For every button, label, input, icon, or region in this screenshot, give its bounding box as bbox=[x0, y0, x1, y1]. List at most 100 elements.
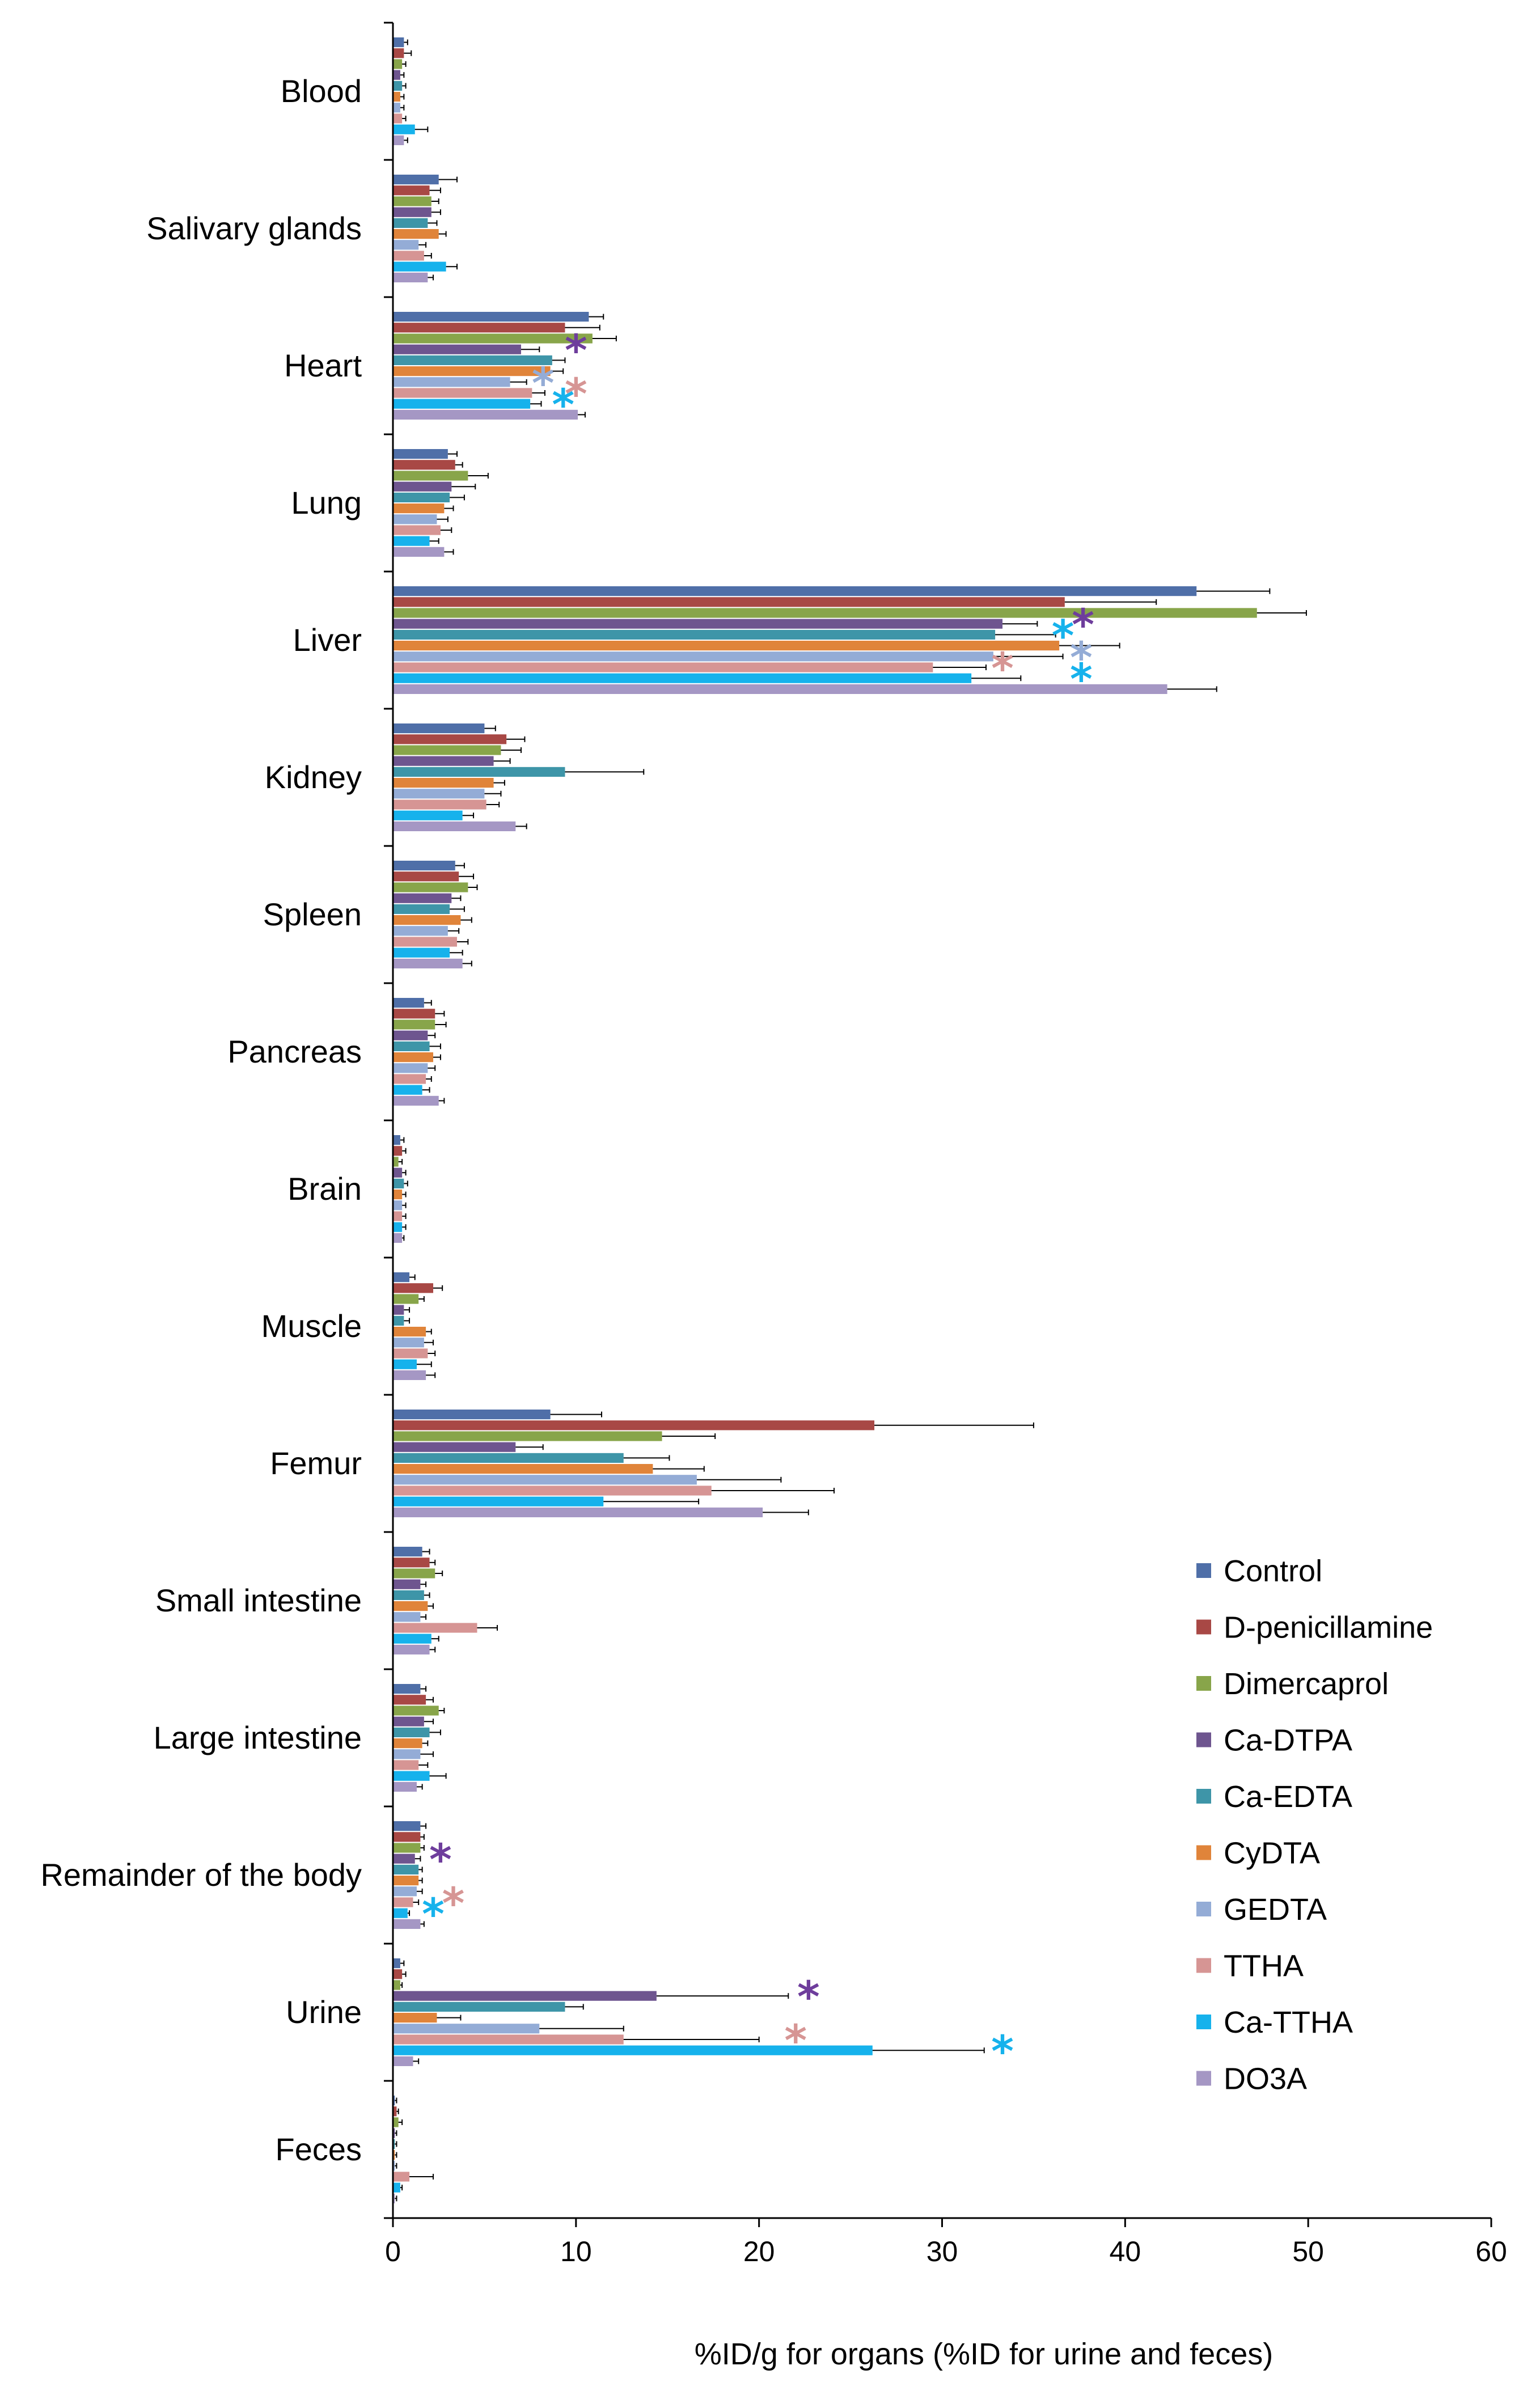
bar-urine-do3a bbox=[393, 2056, 413, 2066]
sig-star-remainder-of-the-body-ttha: * bbox=[442, 1878, 465, 1928]
bar-urine-d-penicillamine bbox=[393, 1969, 403, 1979]
category-label-small-intestine: Small intestine bbox=[155, 1582, 362, 1618]
bar-salivary-glands-ttha bbox=[393, 251, 424, 261]
bar-liver-ca-dtpa bbox=[393, 619, 1003, 629]
bar-blood-cydta bbox=[393, 92, 400, 102]
bar-small-intestine-ca-ttha bbox=[393, 1634, 431, 1644]
bar-pancreas-ttha bbox=[393, 1074, 426, 1084]
x-tick-labels-layer: 0 10 20 30 40 50 60 bbox=[385, 2236, 1507, 2267]
category-label-lung: Lung bbox=[291, 485, 362, 520]
category-label-feces: Feces bbox=[276, 2131, 362, 2167]
bar-small-intestine-ttha bbox=[393, 1623, 477, 1633]
legend-label-gedta: GEDTA bbox=[1224, 1893, 1327, 1927]
category-label-brain: Brain bbox=[287, 1171, 362, 1207]
bar-feces-cydta bbox=[393, 2150, 395, 2160]
bar-pancreas-dimercaprol bbox=[393, 1019, 435, 1030]
sig-star-liver-ca-edta: * bbox=[1052, 610, 1074, 661]
bar-remainder-of-the-body-ca-edta bbox=[393, 1864, 419, 1874]
legend-label-ca-ttha: Ca-TTHA bbox=[1224, 2005, 1353, 2039]
bar-heart-control bbox=[393, 312, 589, 322]
bar-blood-ca-dtpa bbox=[393, 70, 400, 80]
bar-kidney-dimercaprol bbox=[393, 745, 501, 755]
bar-liver-do3a bbox=[393, 684, 1167, 694]
bar-femur-gedta bbox=[393, 1475, 697, 1485]
bar-salivary-glands-ca-ttha bbox=[393, 261, 446, 272]
bar-brain-dimercaprol bbox=[393, 1157, 399, 1167]
bar-muscle-ca-ttha bbox=[393, 1359, 417, 1369]
category-labels-layer: Blood Salivary glands Heart Lung Liver Kidney… bbox=[40, 73, 362, 2167]
bar-urine-ca-dtpa bbox=[393, 1991, 657, 2001]
bar-remainder-of-the-body-ca-dtpa bbox=[393, 1853, 415, 1864]
x-tick-label-0: 0 bbox=[385, 2236, 401, 2267]
bar-brain-ca-ttha bbox=[393, 1222, 403, 1232]
bar-feces-ca-ttha bbox=[393, 2182, 400, 2193]
bar-blood-ca-edta bbox=[393, 81, 403, 91]
bar-muscle-gedta bbox=[393, 1338, 424, 1348]
bar-kidney-ca-dtpa bbox=[393, 756, 494, 766]
bar-large-intestine-dimercaprol bbox=[393, 1706, 439, 1716]
bar-lung-d-penicillamine bbox=[393, 460, 455, 470]
bar-liver-dimercaprol bbox=[393, 608, 1257, 618]
legend-swatch-ca-dtpa bbox=[1196, 1732, 1211, 1747]
bar-liver-d-penicillamine bbox=[393, 597, 1065, 607]
bar-kidney-ca-edta bbox=[393, 767, 565, 777]
bar-liver-cydta bbox=[393, 641, 1060, 651]
axes-layer bbox=[384, 22, 1492, 2227]
bar-salivary-glands-ca-edta bbox=[393, 218, 428, 228]
bar-feces-ttha bbox=[393, 2172, 410, 2182]
bar-lung-gedta bbox=[393, 514, 437, 524]
category-label-blood: Blood bbox=[281, 73, 362, 109]
bar-liver-gedta bbox=[393, 651, 993, 662]
bar-feces-d-penicillamine bbox=[393, 2106, 397, 2117]
category-label-muscle: Muscle bbox=[261, 1308, 362, 1344]
category-label-kidney: Kidney bbox=[265, 759, 362, 795]
legend-label-dimercaprol: Dimercaprol bbox=[1224, 1667, 1389, 1701]
bar-spleen-control bbox=[393, 861, 455, 871]
legend-swatch-ttha bbox=[1196, 1958, 1211, 1973]
bar-heart-cydta bbox=[393, 366, 551, 376]
bar-heart-ttha bbox=[393, 388, 532, 398]
sig-star-remainder-of-the-body-ca-ttha: * bbox=[422, 1889, 445, 1939]
category-label-urine: Urine bbox=[286, 1994, 362, 2030]
bar-remainder-of-the-body-ttha bbox=[393, 1897, 413, 1907]
sig-star-liver-ttha: * bbox=[991, 643, 1014, 693]
bar-muscle-do3a bbox=[393, 1370, 426, 1380]
bar-lung-control bbox=[393, 449, 448, 459]
sig-star-liver-ca-ttha: * bbox=[1070, 654, 1093, 704]
bar-large-intestine-d-penicillamine bbox=[393, 1695, 426, 1705]
bar-remainder-of-the-body-dimercaprol bbox=[393, 1843, 421, 1853]
bar-small-intestine-dimercaprol bbox=[393, 1568, 435, 1579]
legend-label-cydta: CyDTA bbox=[1224, 1836, 1320, 1871]
bar-urine-control bbox=[393, 1958, 400, 1969]
bar-muscle-ca-dtpa bbox=[393, 1305, 404, 1315]
bar-small-intestine-d-penicillamine bbox=[393, 1558, 430, 1568]
bar-femur-d-penicillamine bbox=[393, 1420, 875, 1431]
bar-blood-control bbox=[393, 37, 404, 48]
bar-muscle-d-penicillamine bbox=[393, 1283, 434, 1293]
bar-spleen-cydta bbox=[393, 915, 461, 925]
bar-spleen-ttha bbox=[393, 937, 457, 947]
legend-swatch-control bbox=[1196, 1563, 1211, 1578]
bar-kidney-ttha bbox=[393, 799, 486, 810]
bar-feces-control bbox=[393, 2096, 395, 2106]
bar-brain-ttha bbox=[393, 1211, 403, 1221]
bar-kidney-control bbox=[393, 723, 485, 734]
bar-lung-cydta bbox=[393, 503, 445, 514]
bar-urine-gedta bbox=[393, 2024, 540, 2034]
category-label-remainder-of-the-body: Remainder of the body bbox=[40, 1857, 362, 1893]
bar-lung-do3a bbox=[393, 547, 445, 557]
bar-large-intestine-cydta bbox=[393, 1738, 422, 1749]
bar-spleen-gedta bbox=[393, 926, 448, 936]
bar-blood-dimercaprol bbox=[393, 59, 403, 69]
bar-brain-do3a bbox=[393, 1233, 403, 1243]
bar-femur-ttha bbox=[393, 1486, 712, 1496]
bar-pancreas-ca-edta bbox=[393, 1041, 430, 1051]
bar-urine-ca-edta bbox=[393, 2001, 565, 2012]
legend-swatch-ca-ttha bbox=[1196, 2015, 1211, 2029]
legend-swatch-d-penicillamine bbox=[1196, 1619, 1211, 1635]
bar-femur-ca-edta bbox=[393, 1453, 624, 1463]
bar-spleen-ca-edta bbox=[393, 904, 450, 914]
bar-femur-do3a bbox=[393, 1507, 763, 1517]
bar-muscle-ttha bbox=[393, 1348, 428, 1359]
bar-liver-control bbox=[393, 586, 1197, 596]
